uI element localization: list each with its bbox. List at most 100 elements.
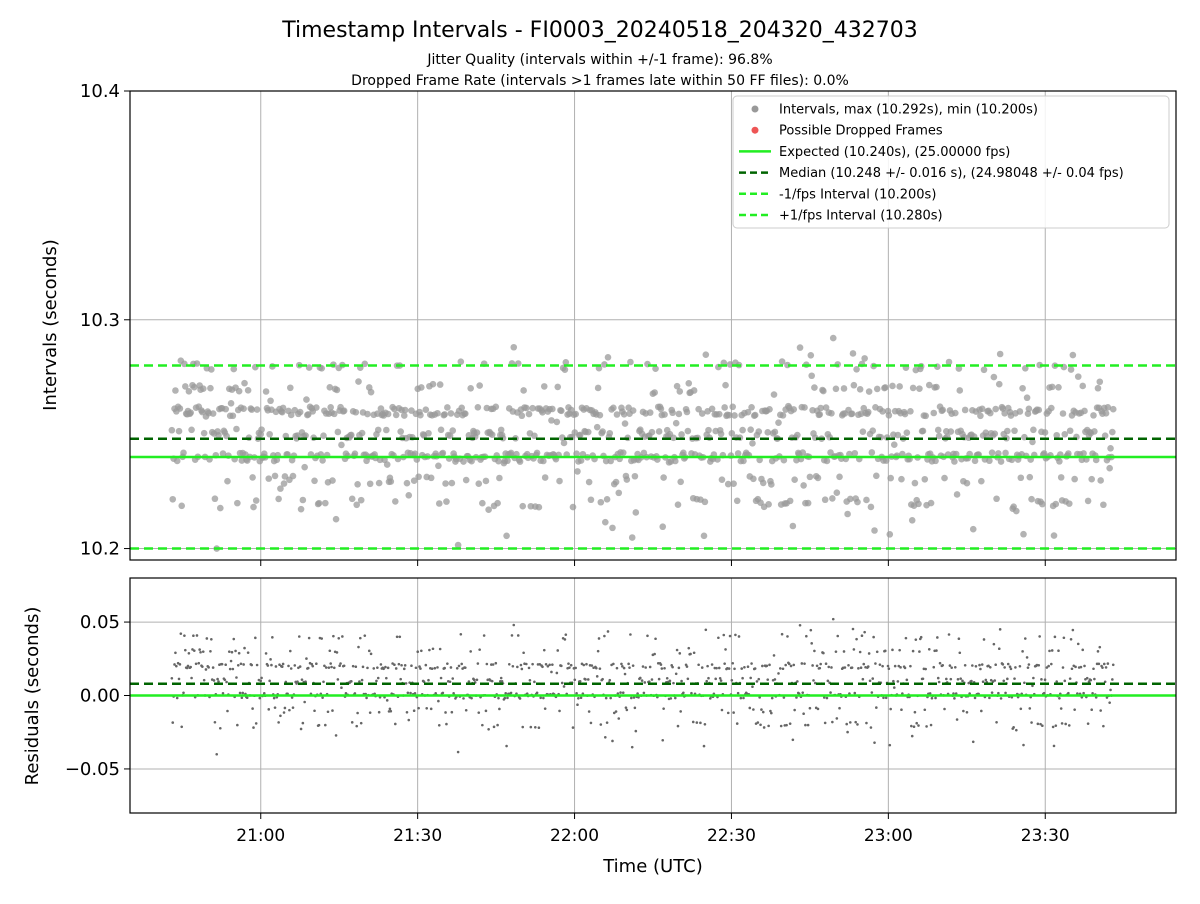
interval-point bbox=[1026, 473, 1034, 481]
residual-point bbox=[911, 649, 915, 653]
residual-point bbox=[796, 680, 799, 683]
residual-point bbox=[1068, 677, 1072, 680]
residual-point bbox=[379, 663, 383, 666]
interval-point bbox=[996, 350, 1004, 358]
residual-point bbox=[663, 666, 666, 670]
interval-point bbox=[473, 429, 481, 436]
residual-point bbox=[1082, 691, 1085, 695]
residual-point bbox=[327, 666, 331, 669]
residual-point bbox=[859, 666, 863, 670]
residual-point bbox=[1105, 696, 1109, 699]
interval-point bbox=[462, 410, 469, 417]
residual-point bbox=[1111, 663, 1115, 667]
interval-point bbox=[1039, 500, 1046, 508]
interval-point bbox=[439, 449, 447, 457]
interval-point bbox=[352, 408, 360, 416]
residual-point bbox=[541, 665, 544, 669]
residual-point bbox=[743, 665, 746, 669]
residual-point bbox=[691, 720, 695, 724]
residual-point bbox=[585, 662, 588, 666]
residual-point bbox=[1008, 665, 1012, 669]
residual-point bbox=[1054, 724, 1058, 727]
residual-point bbox=[1098, 645, 1102, 649]
residual-point bbox=[1108, 701, 1111, 704]
interval-point bbox=[525, 410, 533, 418]
residual-point bbox=[748, 706, 752, 710]
residual-point bbox=[410, 664, 413, 667]
interval-point bbox=[562, 359, 570, 366]
interval-point bbox=[800, 482, 807, 489]
residual-point bbox=[367, 649, 371, 653]
residual-point bbox=[393, 663, 396, 666]
interval-point bbox=[695, 405, 702, 413]
residual-point bbox=[226, 709, 229, 713]
residual-point bbox=[830, 666, 833, 669]
interval-point bbox=[993, 495, 1000, 503]
residual-point bbox=[971, 740, 975, 744]
residual-point bbox=[601, 677, 604, 681]
residual-point bbox=[354, 665, 358, 669]
residual-point bbox=[668, 679, 672, 683]
residual-point bbox=[562, 685, 566, 688]
residual-point bbox=[1004, 691, 1007, 695]
interval-point bbox=[1107, 445, 1114, 452]
interval-point bbox=[340, 407, 348, 415]
intervals-y-tick-label: 10.2 bbox=[80, 539, 120, 560]
residual-point bbox=[212, 679, 216, 682]
interval-point bbox=[554, 383, 562, 391]
interval-point bbox=[939, 406, 947, 414]
residual-point bbox=[1022, 743, 1025, 747]
residual-point bbox=[653, 652, 656, 656]
interval-point bbox=[460, 458, 467, 465]
x-tick-label: 23:00 bbox=[864, 826, 913, 846]
interval-point bbox=[1035, 406, 1043, 414]
residual-point bbox=[843, 666, 847, 669]
residual-point bbox=[1013, 677, 1016, 680]
residual-point bbox=[805, 634, 808, 638]
interval-point bbox=[717, 430, 725, 438]
residual-point bbox=[612, 662, 615, 666]
interval-point bbox=[418, 384, 425, 391]
residual-point bbox=[219, 726, 222, 730]
interval-point bbox=[209, 410, 217, 417]
residual-point bbox=[433, 666, 437, 670]
residual-point bbox=[1061, 666, 1065, 669]
interval-point bbox=[296, 408, 304, 416]
interval-point bbox=[364, 410, 371, 418]
interval-point bbox=[1059, 410, 1067, 417]
interval-point bbox=[869, 427, 877, 435]
interval-point bbox=[832, 385, 840, 393]
interval-point bbox=[540, 457, 547, 465]
interval-point bbox=[854, 498, 861, 506]
residual-point bbox=[1053, 635, 1057, 639]
residual-point bbox=[282, 711, 286, 714]
interval-point bbox=[677, 478, 684, 486]
intervals-points bbox=[168, 334, 1117, 552]
interval-point bbox=[1050, 532, 1058, 539]
residual-point bbox=[376, 666, 379, 669]
interval-point bbox=[911, 479, 919, 487]
residual-point bbox=[867, 652, 871, 655]
residual-point bbox=[761, 664, 764, 668]
interval-point bbox=[615, 489, 623, 497]
interval-point bbox=[729, 403, 737, 411]
residual-point bbox=[260, 676, 263, 680]
interval-point bbox=[541, 474, 549, 481]
interval-point bbox=[628, 534, 636, 541]
residual-point bbox=[936, 676, 940, 680]
interval-point bbox=[786, 497, 794, 505]
interval-point bbox=[851, 449, 859, 457]
residual-point bbox=[419, 667, 422, 670]
residual-point bbox=[789, 664, 793, 668]
residual-point bbox=[350, 721, 354, 724]
interval-point bbox=[961, 406, 969, 414]
residual-point bbox=[717, 636, 720, 640]
x-axis-label: Time (UTC) bbox=[602, 856, 703, 877]
interval-point bbox=[180, 449, 187, 457]
intervals-x-ticks bbox=[260, 560, 1046, 566]
residual-point bbox=[527, 666, 531, 670]
interval-point bbox=[886, 531, 894, 538]
residual-point bbox=[773, 678, 777, 681]
